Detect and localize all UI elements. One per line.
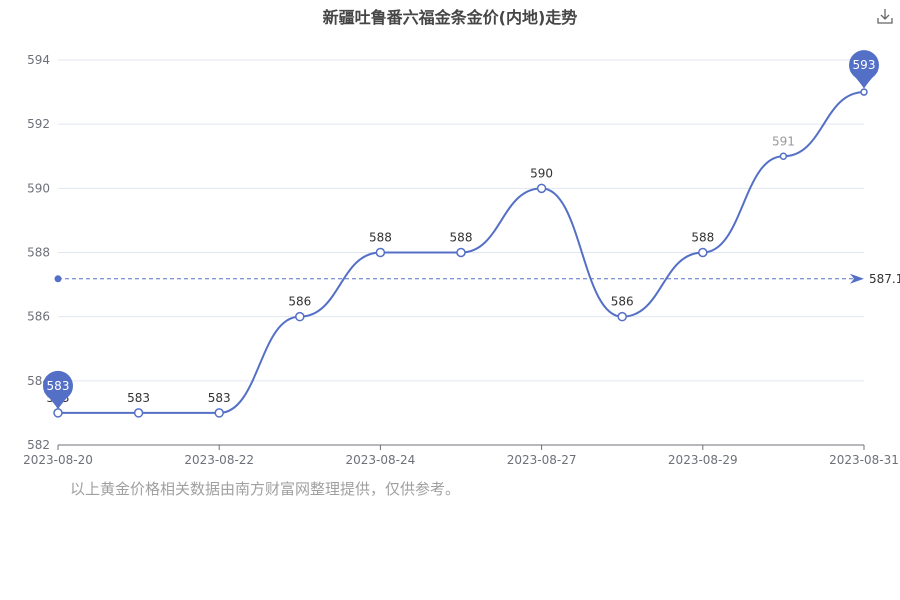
data-label: 583 xyxy=(208,391,231,405)
data-label: 588 xyxy=(691,231,714,245)
average-line-arrow xyxy=(850,273,864,284)
data-point xyxy=(214,408,224,418)
x-tick-label: 2023-08-27 xyxy=(507,453,577,467)
data-point xyxy=(456,247,466,258)
data-point xyxy=(53,408,63,418)
x-tick-label: 2023-08-31 xyxy=(829,453,899,467)
x-tick-label: 2023-08-20 xyxy=(23,453,93,467)
data-label: 588 xyxy=(369,231,392,245)
data-point xyxy=(295,311,305,322)
series-line xyxy=(57,91,865,414)
x-tick-label: 2023-08-29 xyxy=(668,453,738,467)
y-tick-label: 588 xyxy=(27,246,50,260)
download-icon[interactable] xyxy=(876,7,894,25)
data-point xyxy=(375,247,386,258)
min-marker-pin-label: 583 xyxy=(47,379,70,393)
y-tick-label: 590 xyxy=(27,181,50,195)
y-tick-label: 592 xyxy=(27,117,50,131)
y-tick-label: 586 xyxy=(27,310,50,324)
x-tick-label: 2023-08-24 xyxy=(346,453,416,467)
data-label: 591 xyxy=(772,134,795,148)
data-label: 588 xyxy=(450,231,473,245)
min-marker-pin xyxy=(43,370,73,401)
data-label: 583 xyxy=(127,391,150,405)
y-tick-label: 594 xyxy=(27,53,50,67)
source-note: 以上黄金价格相关数据由南方财富网整理提供，仅供参考。 xyxy=(70,480,461,498)
data-point xyxy=(617,311,627,322)
data-point xyxy=(536,183,547,194)
data-point xyxy=(860,88,868,96)
data-label: 586 xyxy=(288,295,311,309)
y-tick-label: 582 xyxy=(27,438,50,452)
max-marker-pin xyxy=(849,50,879,81)
average-line-label: 587.18 xyxy=(869,272,900,286)
data-point xyxy=(779,152,788,160)
chart-title: 新疆吐鲁番六福金条金价(内地)走势 xyxy=(322,8,578,27)
x-tick-label: 2023-08-22 xyxy=(184,453,254,467)
data-label: 586 xyxy=(611,295,634,309)
data-point xyxy=(133,408,144,418)
max-marker-pin-label: 593 xyxy=(853,58,876,72)
data-label: 590 xyxy=(530,166,553,180)
data-point xyxy=(698,247,708,258)
